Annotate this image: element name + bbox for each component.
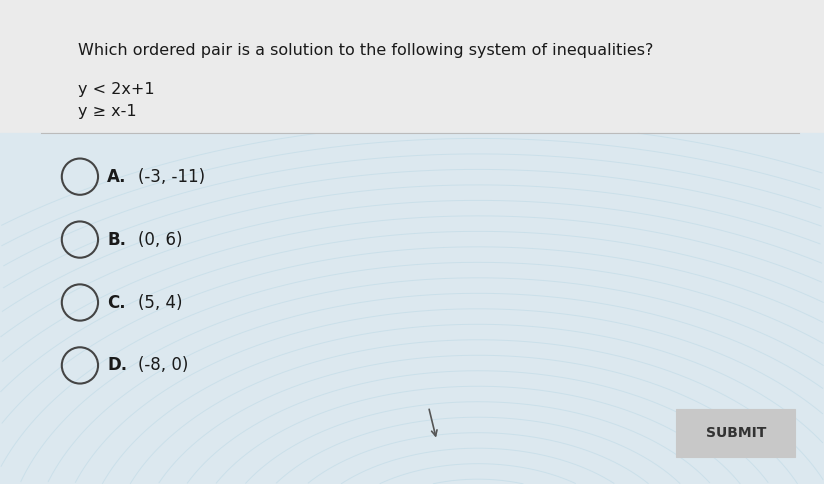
Text: (5, 4): (5, 4) bbox=[138, 293, 183, 312]
Bar bbox=[0, 133, 824, 484]
Text: y ≥ x-1: y ≥ x-1 bbox=[78, 104, 137, 119]
Bar bbox=[0, 0, 824, 133]
Text: C.: C. bbox=[107, 293, 126, 312]
Text: B.: B. bbox=[107, 230, 126, 249]
Text: y < 2x+1: y < 2x+1 bbox=[78, 82, 155, 97]
Text: Which ordered pair is a solution to the following system of inequalities?: Which ordered pair is a solution to the … bbox=[78, 44, 653, 58]
Text: SUBMIT: SUBMIT bbox=[705, 426, 766, 440]
Text: (0, 6): (0, 6) bbox=[138, 230, 183, 249]
Text: D.: D. bbox=[107, 356, 127, 375]
Bar bbox=[676, 409, 795, 457]
Text: (-8, 0): (-8, 0) bbox=[138, 356, 189, 375]
Text: A.: A. bbox=[107, 167, 127, 186]
Text: (-3, -11): (-3, -11) bbox=[138, 167, 205, 186]
